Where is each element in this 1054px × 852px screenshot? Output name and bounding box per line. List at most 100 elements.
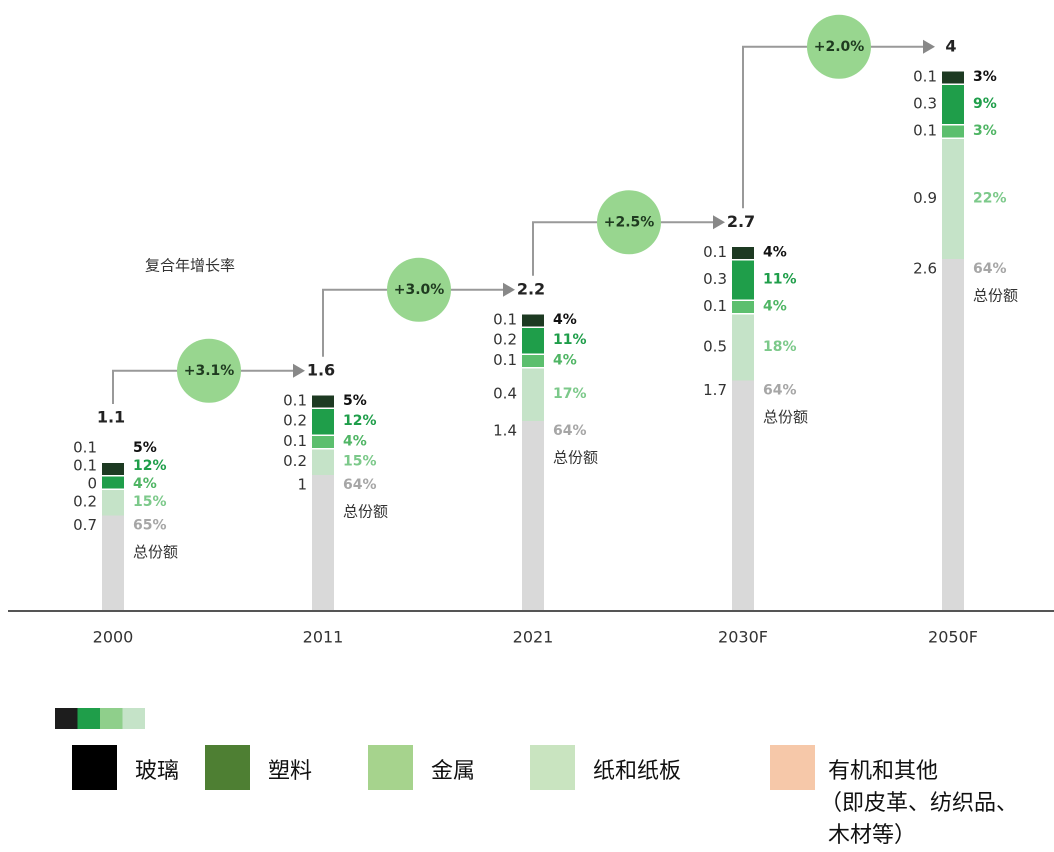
arrow-head (923, 39, 935, 54)
x-tick-label: 2011 (303, 628, 344, 647)
value-label: 0.4 (493, 385, 517, 403)
legend-label: 塑料 (268, 759, 312, 784)
x-tick-label: 2050F (928, 628, 978, 647)
share-label: 4% (343, 433, 367, 449)
x-tick-label: 2030F (718, 628, 768, 647)
share-label: 4% (553, 352, 577, 368)
bar-segment (312, 475, 334, 610)
bar-segment (522, 355, 544, 367)
value-label: 0.2 (283, 452, 307, 470)
share-label: 12% (343, 413, 377, 429)
value-label: 0.9 (913, 189, 937, 207)
share-label: 64% (973, 261, 1007, 277)
share-label: 15% (343, 454, 377, 470)
value-label: 1.7 (703, 381, 727, 399)
legend-strip-swatch (100, 708, 123, 729)
growth-circle (177, 338, 241, 403)
total-label: 1.6 (307, 360, 335, 379)
value-label: 0.1 (73, 457, 97, 475)
share-label: 64% (763, 383, 797, 399)
value-label: 0.2 (73, 493, 97, 511)
bar-segment (942, 85, 964, 124)
value-label: 0.2 (283, 412, 307, 430)
legend-swatch (368, 745, 413, 790)
value-label: 1.4 (493, 422, 517, 440)
bar-segment (102, 515, 124, 610)
bar-segment (732, 260, 754, 300)
legend-strip-swatch (77, 708, 100, 729)
legend-swatch (770, 745, 815, 790)
legend-swatch (72, 745, 117, 790)
value-label: 0.2 (493, 331, 517, 349)
legend-label: （即皮革、纺织品、 (820, 791, 1018, 816)
value-label: 0.1 (703, 297, 727, 315)
x-tick-label: 2000 (93, 628, 134, 647)
series-name: 总份额 (973, 287, 1018, 305)
arrow-head (503, 282, 515, 297)
share-label: 64% (343, 477, 377, 493)
growth-label: +3.0% (394, 282, 445, 298)
value-label: 0.1 (913, 67, 937, 85)
value-label: 0.7 (73, 516, 97, 534)
value-label: 0.1 (493, 351, 517, 369)
total-label: 2.2 (517, 279, 545, 298)
legend-swatch (205, 745, 250, 790)
share-label: 4% (553, 312, 577, 328)
share-label: 17% (553, 386, 587, 402)
value-label: 2.6 (913, 260, 937, 278)
share-label: 11% (553, 332, 587, 348)
total-label: 1.1 (97, 408, 125, 427)
share-label: 3% (973, 123, 997, 139)
growth-label: +2.0% (814, 39, 865, 55)
share-label: 4% (763, 298, 787, 314)
legend-label: 纸和纸板 (593, 759, 681, 784)
total-label: 4 (945, 36, 956, 55)
share-label: 64% (553, 423, 587, 439)
growth-title: 复合年增长率 (145, 257, 235, 275)
growth-circle (387, 257, 451, 322)
legend-swatch (530, 745, 575, 790)
x-tick-label: 2021 (513, 628, 554, 647)
share-label: 9% (973, 96, 997, 112)
series-name: 总份额 (553, 449, 598, 467)
bar-segment (942, 259, 964, 610)
bar-segment (102, 490, 124, 516)
legend-label: 有机和其他 (828, 759, 938, 784)
bar-segment (732, 314, 754, 381)
value-label: 0.3 (913, 94, 937, 112)
growth-label: +2.5% (604, 214, 655, 230)
series-name: 总份额 (763, 408, 808, 426)
share-label: 65% (133, 518, 167, 534)
legend-label: 金属 (431, 759, 475, 784)
bar-segment (312, 409, 334, 435)
value-label: 0.1 (283, 391, 307, 409)
value-label: 0.1 (283, 432, 307, 450)
bar-segment (522, 328, 544, 354)
growth-circle (807, 14, 871, 79)
share-label: 15% (133, 494, 167, 510)
bar-segment (942, 125, 964, 138)
value-label: 0.1 (913, 121, 937, 139)
value-label: 0 (87, 475, 97, 493)
share-label: 5% (343, 393, 367, 409)
bar-segment (732, 380, 754, 610)
growth-label: +3.1% (184, 363, 235, 379)
arrow-head (293, 363, 305, 378)
share-label: 18% (763, 339, 797, 355)
value-label: 0.5 (703, 337, 727, 355)
bar-segment (732, 301, 754, 313)
share-label: 4% (763, 244, 787, 260)
bar-segment (102, 476, 124, 489)
share-label: 3% (973, 69, 997, 85)
bar-segment (942, 71, 964, 84)
bar-segment (522, 368, 544, 421)
share-label: 5% (133, 440, 157, 456)
share-label: 11% (763, 271, 797, 287)
share-label: 22% (973, 190, 1007, 206)
bar-segment (522, 314, 544, 327)
bar-segment (312, 395, 334, 408)
legend-label: 玻璃 (135, 759, 179, 784)
bar-segment (942, 139, 964, 259)
total-label: 2.7 (727, 212, 755, 231)
